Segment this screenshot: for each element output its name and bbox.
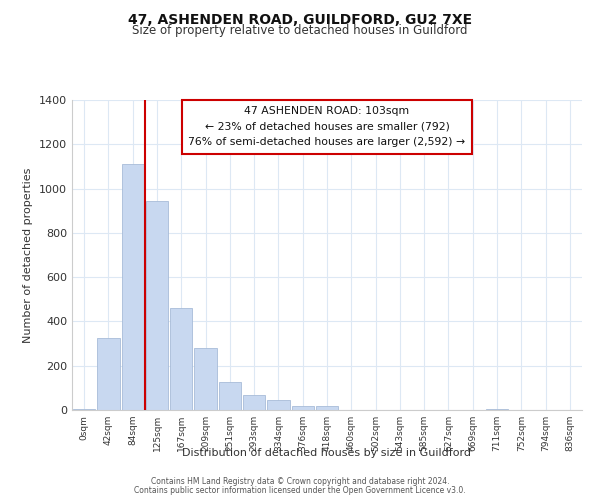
Bar bbox=[122, 164, 144, 410]
Bar bbox=[97, 338, 119, 410]
Bar bbox=[146, 200, 168, 410]
Bar bbox=[292, 406, 314, 410]
Y-axis label: Number of detached properties: Number of detached properties bbox=[23, 168, 34, 342]
Bar bbox=[486, 409, 508, 410]
Text: 47, ASHENDEN ROAD, GUILDFORD, GU2 7XE: 47, ASHENDEN ROAD, GUILDFORD, GU2 7XE bbox=[128, 12, 472, 26]
Bar bbox=[267, 400, 290, 410]
Bar bbox=[243, 394, 265, 410]
Bar bbox=[316, 406, 338, 410]
Text: Size of property relative to detached houses in Guildford: Size of property relative to detached ho… bbox=[132, 24, 468, 37]
Bar bbox=[218, 382, 241, 410]
Text: 47 ASHENDEN ROAD: 103sqm
← 23% of detached houses are smaller (792)
76% of semi-: 47 ASHENDEN ROAD: 103sqm ← 23% of detach… bbox=[188, 106, 466, 148]
Bar bbox=[194, 348, 217, 410]
Bar bbox=[170, 308, 193, 410]
Text: Distribution of detached houses by size in Guildford: Distribution of detached houses by size … bbox=[182, 448, 472, 458]
Text: Contains public sector information licensed under the Open Government Licence v3: Contains public sector information licen… bbox=[134, 486, 466, 495]
Bar bbox=[73, 409, 95, 410]
Text: Contains HM Land Registry data © Crown copyright and database right 2024.: Contains HM Land Registry data © Crown c… bbox=[151, 477, 449, 486]
